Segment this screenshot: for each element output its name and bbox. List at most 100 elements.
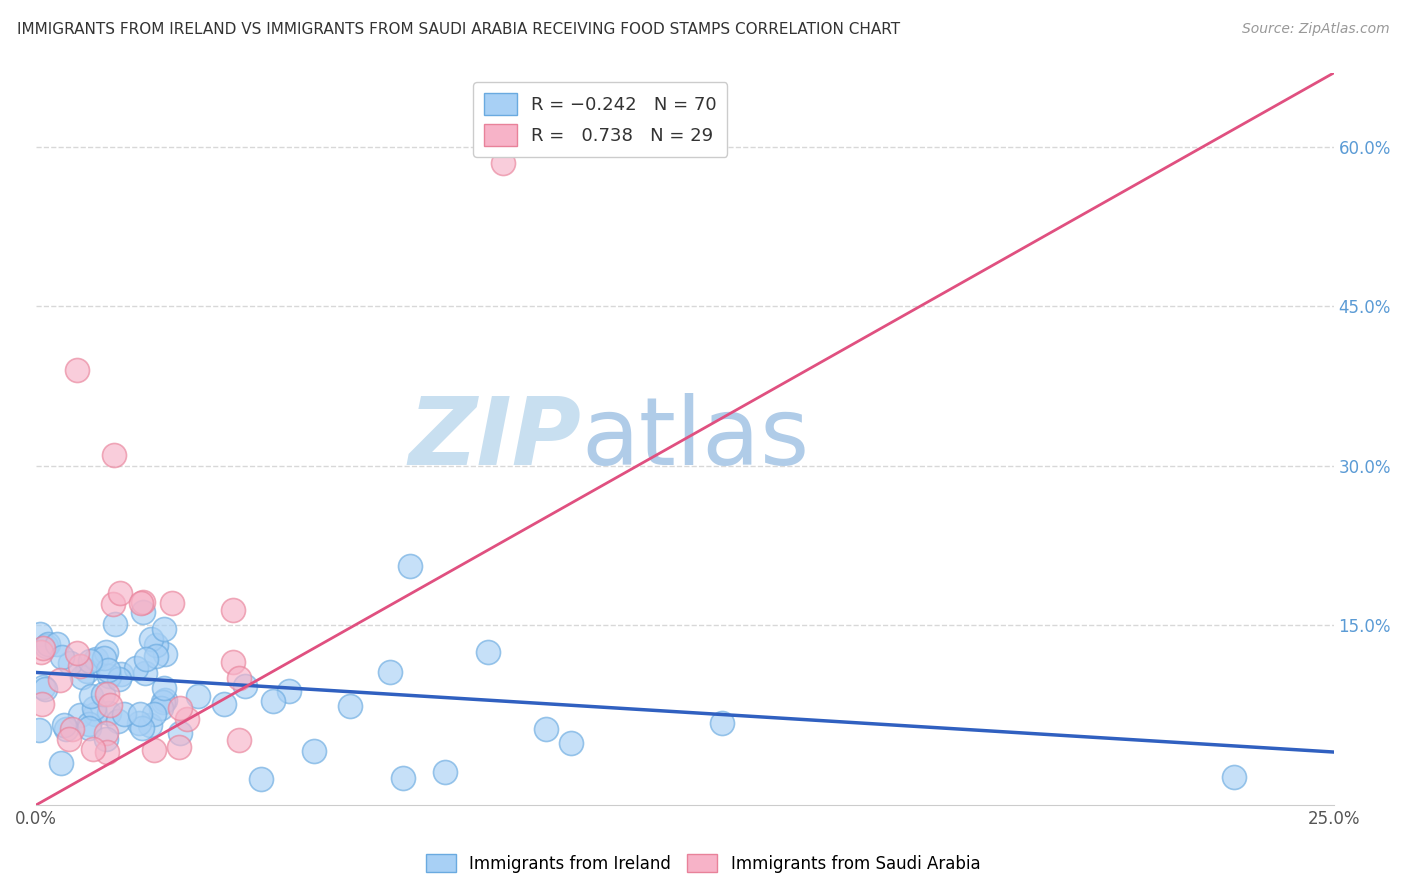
Point (79, 721, 101, 735)
Point (145, 648, 167, 663)
Point (132, 605, 155, 619)
Point (66, 363, 89, 377)
Point (69, 707, 91, 722)
Point (114, 706, 136, 721)
Point (169, 726, 191, 740)
Point (128, 716, 150, 731)
Point (169, 701, 191, 715)
Point (233, 679, 256, 693)
Point (134, 665, 156, 680)
Point (35, 640, 58, 654)
Point (228, 732, 250, 747)
Point (94, 731, 117, 746)
Point (70, 670, 93, 684)
Point (77, 716, 100, 731)
Point (152, 695, 174, 709)
Point (228, 671, 250, 685)
Point (31, 681, 53, 695)
Point (398, 559, 420, 574)
Point (82, 742, 104, 756)
Legend: R = −0.242   N = 70, R =   0.738   N = 29: R = −0.242 N = 70, R = 0.738 N = 29 (474, 82, 727, 157)
Point (31, 640, 53, 655)
Point (58, 731, 80, 746)
Point (97, 664, 120, 678)
Point (53, 718, 76, 732)
Point (91, 687, 114, 701)
Point (84, 652, 107, 666)
Point (176, 712, 198, 726)
Point (103, 448, 125, 462)
Point (186, 689, 208, 703)
Legend: Immigrants from Ireland, Immigrants from Saudi Arabia: Immigrants from Ireland, Immigrants from… (419, 847, 987, 880)
Point (107, 714, 129, 728)
Point (60, 722, 83, 736)
Point (145, 638, 167, 652)
Point (58, 656, 80, 670)
Point (49, 673, 72, 687)
Point (131, 721, 153, 735)
Point (149, 701, 172, 715)
Point (153, 622, 176, 636)
Point (433, 764, 456, 779)
Point (110, 666, 132, 681)
Point (262, 694, 284, 708)
Point (83, 707, 105, 722)
Point (76, 664, 98, 678)
Point (37, 637, 59, 651)
Point (98, 698, 121, 712)
Point (94, 645, 117, 659)
Point (108, 672, 131, 686)
Point (83, 701, 105, 715)
Point (28, 626, 51, 640)
Point (30, 645, 52, 659)
Point (51, 650, 73, 665)
Point (160, 596, 183, 610)
Point (536, 723, 558, 737)
Point (79, 654, 101, 668)
Point (96, 687, 118, 701)
Point (80, 689, 103, 703)
Point (108, 586, 131, 600)
Point (139, 632, 162, 647)
Point (135, 651, 157, 665)
Point (153, 647, 176, 661)
Text: IMMIGRANTS FROM IRELAND VS IMMIGRANTS FROM SAUDI ARABIA RECEIVING FOOD STAMPS CO: IMMIGRANTS FROM IRELAND VS IMMIGRANTS FR… (17, 22, 900, 37)
Point (96, 726, 118, 740)
Point (222, 603, 245, 617)
Point (124, 661, 146, 675)
Point (1223, 770, 1246, 784)
Point (93, 650, 115, 665)
Point (378, 665, 401, 679)
Point (132, 595, 155, 609)
Point (129, 596, 152, 610)
Point (143, 743, 166, 757)
Point (27, 723, 49, 737)
Point (492, 156, 515, 170)
Point (96, 745, 118, 759)
Point (55, 723, 77, 737)
Point (97, 706, 120, 720)
Text: Source: ZipAtlas.com: Source: ZipAtlas.com (1241, 22, 1389, 37)
Point (45, 637, 67, 651)
Point (31, 697, 53, 711)
Point (167, 739, 190, 754)
Point (142, 706, 165, 721)
Point (69, 659, 91, 673)
Text: atlas: atlas (581, 393, 810, 485)
Point (101, 597, 124, 611)
Point (139, 718, 162, 732)
Point (155, 693, 177, 707)
Point (212, 698, 235, 712)
Point (277, 684, 299, 698)
Text: ZIP: ZIP (408, 393, 581, 485)
Point (49, 756, 72, 771)
Point (104, 616, 127, 631)
Point (302, 744, 325, 758)
Point (339, 698, 361, 713)
Point (222, 656, 245, 670)
Point (249, 772, 271, 786)
Point (153, 681, 176, 696)
Point (392, 771, 415, 785)
Point (710, 715, 733, 730)
Point (34, 682, 56, 697)
